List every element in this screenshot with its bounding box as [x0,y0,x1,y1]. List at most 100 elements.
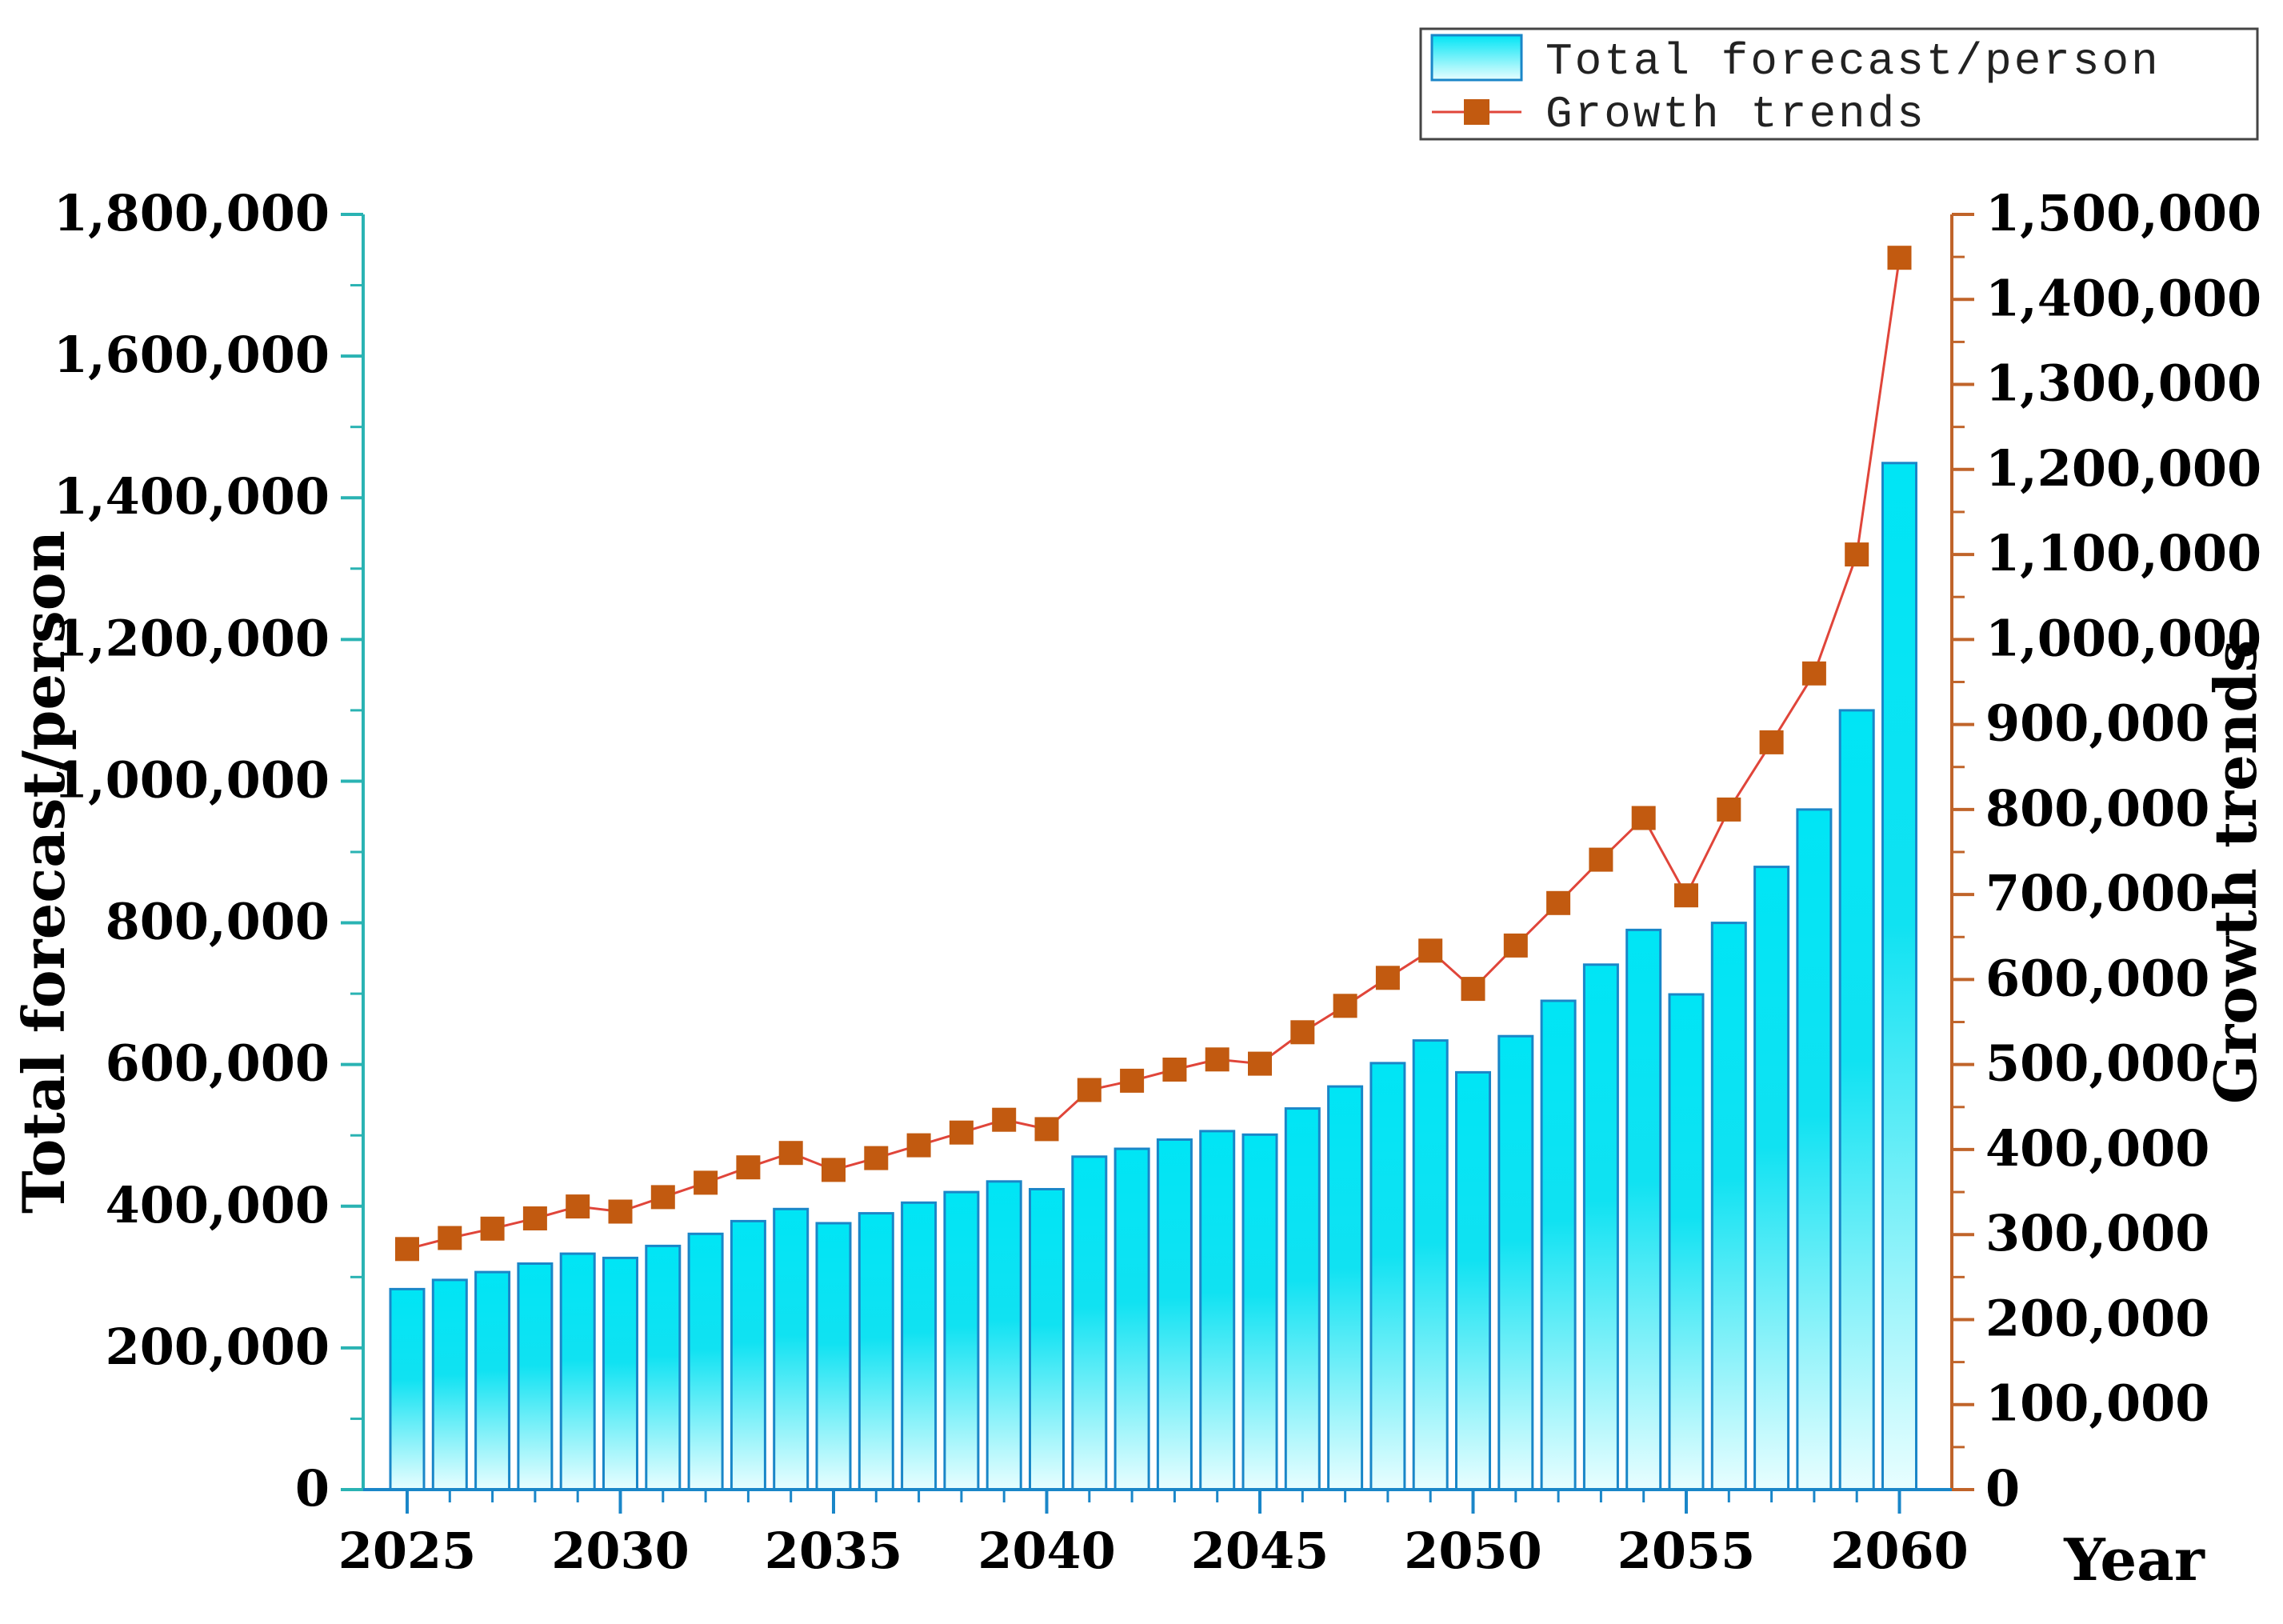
bar-2030 [602,1256,638,1491]
bar-2050 [1455,1070,1491,1491]
bar-2026 [431,1278,468,1491]
bar-2057 [1753,866,1790,1491]
bar-2060 [1881,462,1917,1491]
bar-2045 [1241,1133,1278,1491]
bar-2028 [517,1262,554,1491]
y-left-tick-label: 1,000,000 [54,750,330,809]
legend-swatch-marker [1464,99,1489,125]
y-left-tick-label: 0 [295,1459,330,1518]
marker-2027 [480,1216,505,1241]
marker-2045 [1248,1051,1272,1076]
y-right-tick-label: 1,500,000 [1985,184,2261,242]
bar-2035 [815,1222,852,1491]
bar-2052 [1540,999,1577,1491]
marker-2028 [522,1206,547,1230]
marker-2035 [822,1158,846,1182]
marker-2037 [906,1133,931,1158]
bar-2046 [1284,1107,1321,1491]
marker-2057 [1759,730,1784,754]
y-right-tick-label: 900,000 [1985,694,2209,753]
bar-2043 [1156,1138,1193,1491]
marker-2036 [864,1146,889,1170]
marker-2051 [1503,933,1528,958]
bar-2027 [474,1270,511,1491]
y-right-tick-label: 400,000 [1985,1119,2209,1178]
marker-2050 [1461,977,1485,1002]
legend-swatch-bar [1430,34,1523,82]
y-axis-title-left: Total forecast/person [10,530,78,1214]
bar-2037 [901,1201,938,1491]
marker-2058 [1801,661,1826,686]
bar-2053 [1582,963,1619,1491]
bar-2049 [1412,1039,1449,1491]
bar-2040 [1029,1188,1065,1491]
y-left-tick-label: 1,200,000 [54,609,330,667]
marker-2056 [1717,797,1741,822]
y-left-tick-label: 600,000 [106,1034,330,1093]
y-right-tick-label: 100,000 [1985,1374,2209,1433]
y-right-tick-label: 800,000 [1985,779,2209,838]
y-right-tick-label: 1,300,000 [1985,354,2261,413]
marker-2025 [395,1237,419,1262]
marker-2034 [778,1141,803,1166]
bar-2047 [1327,1085,1364,1491]
marker-2049 [1418,938,1443,963]
y-right-tick-label: 1,100,000 [1985,524,2261,582]
bar-2031 [645,1244,682,1491]
marker-2046 [1290,1020,1315,1045]
y-axis-title-right: Growth trends [2201,640,2269,1104]
legend-box [1419,27,2259,141]
marker-2031 [650,1185,675,1210]
y-right-tick-label: 1,200,000 [1985,439,2261,498]
bar-2041 [1071,1155,1108,1491]
marker-2053 [1589,847,1613,872]
bar-2055 [1668,993,1705,1491]
y-left-tick-label: 1,600,000 [54,326,330,384]
bar-2051 [1497,1034,1534,1491]
bar-2039 [986,1180,1022,1491]
marker-2059 [1845,542,1869,567]
bar-2042 [1114,1147,1150,1491]
y-right-tick-label: 600,000 [1985,949,2209,1007]
bar-2059 [1838,709,1875,1491]
marker-2042 [1120,1068,1145,1093]
growth-line-series [395,246,1912,1262]
x-tick-label: 2025 [338,1522,477,1580]
x-tick-label: 2050 [1404,1522,1542,1580]
x-tick-label: 2055 [1617,1522,1756,1580]
marker-2047 [1333,994,1357,1018]
bar-2058 [1796,808,1833,1491]
bar-2056 [1710,922,1747,1491]
legend-label-line: Growth trends [1545,89,1926,140]
y-right-tick-label: 1,400,000 [1985,269,2261,327]
marker-2038 [949,1120,974,1145]
bar-2034 [773,1207,810,1491]
y-left-tick-label: 800,000 [106,893,330,951]
bar-series [389,462,1917,1491]
x-tick-label: 2045 [1191,1522,1329,1580]
y-left-tick-label: 1,800,000 [54,184,330,242]
marker-2041 [1077,1078,1102,1102]
bar-2029 [559,1252,596,1491]
marker-2052 [1546,890,1571,915]
bar-2033 [730,1219,766,1491]
marker-2044 [1205,1047,1229,1072]
marker-2026 [438,1226,462,1250]
y-right-tick-label: 300,000 [1985,1204,2209,1262]
bar-2044 [1199,1130,1236,1491]
marker-2030 [608,1199,633,1224]
axes: 0 200,000 400,000 600,000 800,000 1,000,000 1,… [54,184,2261,1580]
bar-2036 [858,1212,894,1491]
marker-2032 [694,1170,718,1195]
y-right-tick-label: 0 [1985,1459,2020,1518]
marker-2033 [736,1155,761,1180]
marker-2040 [1034,1117,1059,1142]
marker-2029 [566,1194,590,1219]
x-tick-label: 2060 [1830,1522,1969,1580]
marker-2054 [1631,806,1656,830]
marker-2060 [1887,246,1912,270]
x-tick-label: 2030 [551,1522,690,1580]
bar-2054 [1625,928,1662,1491]
x-tick-label: 2035 [765,1522,903,1580]
